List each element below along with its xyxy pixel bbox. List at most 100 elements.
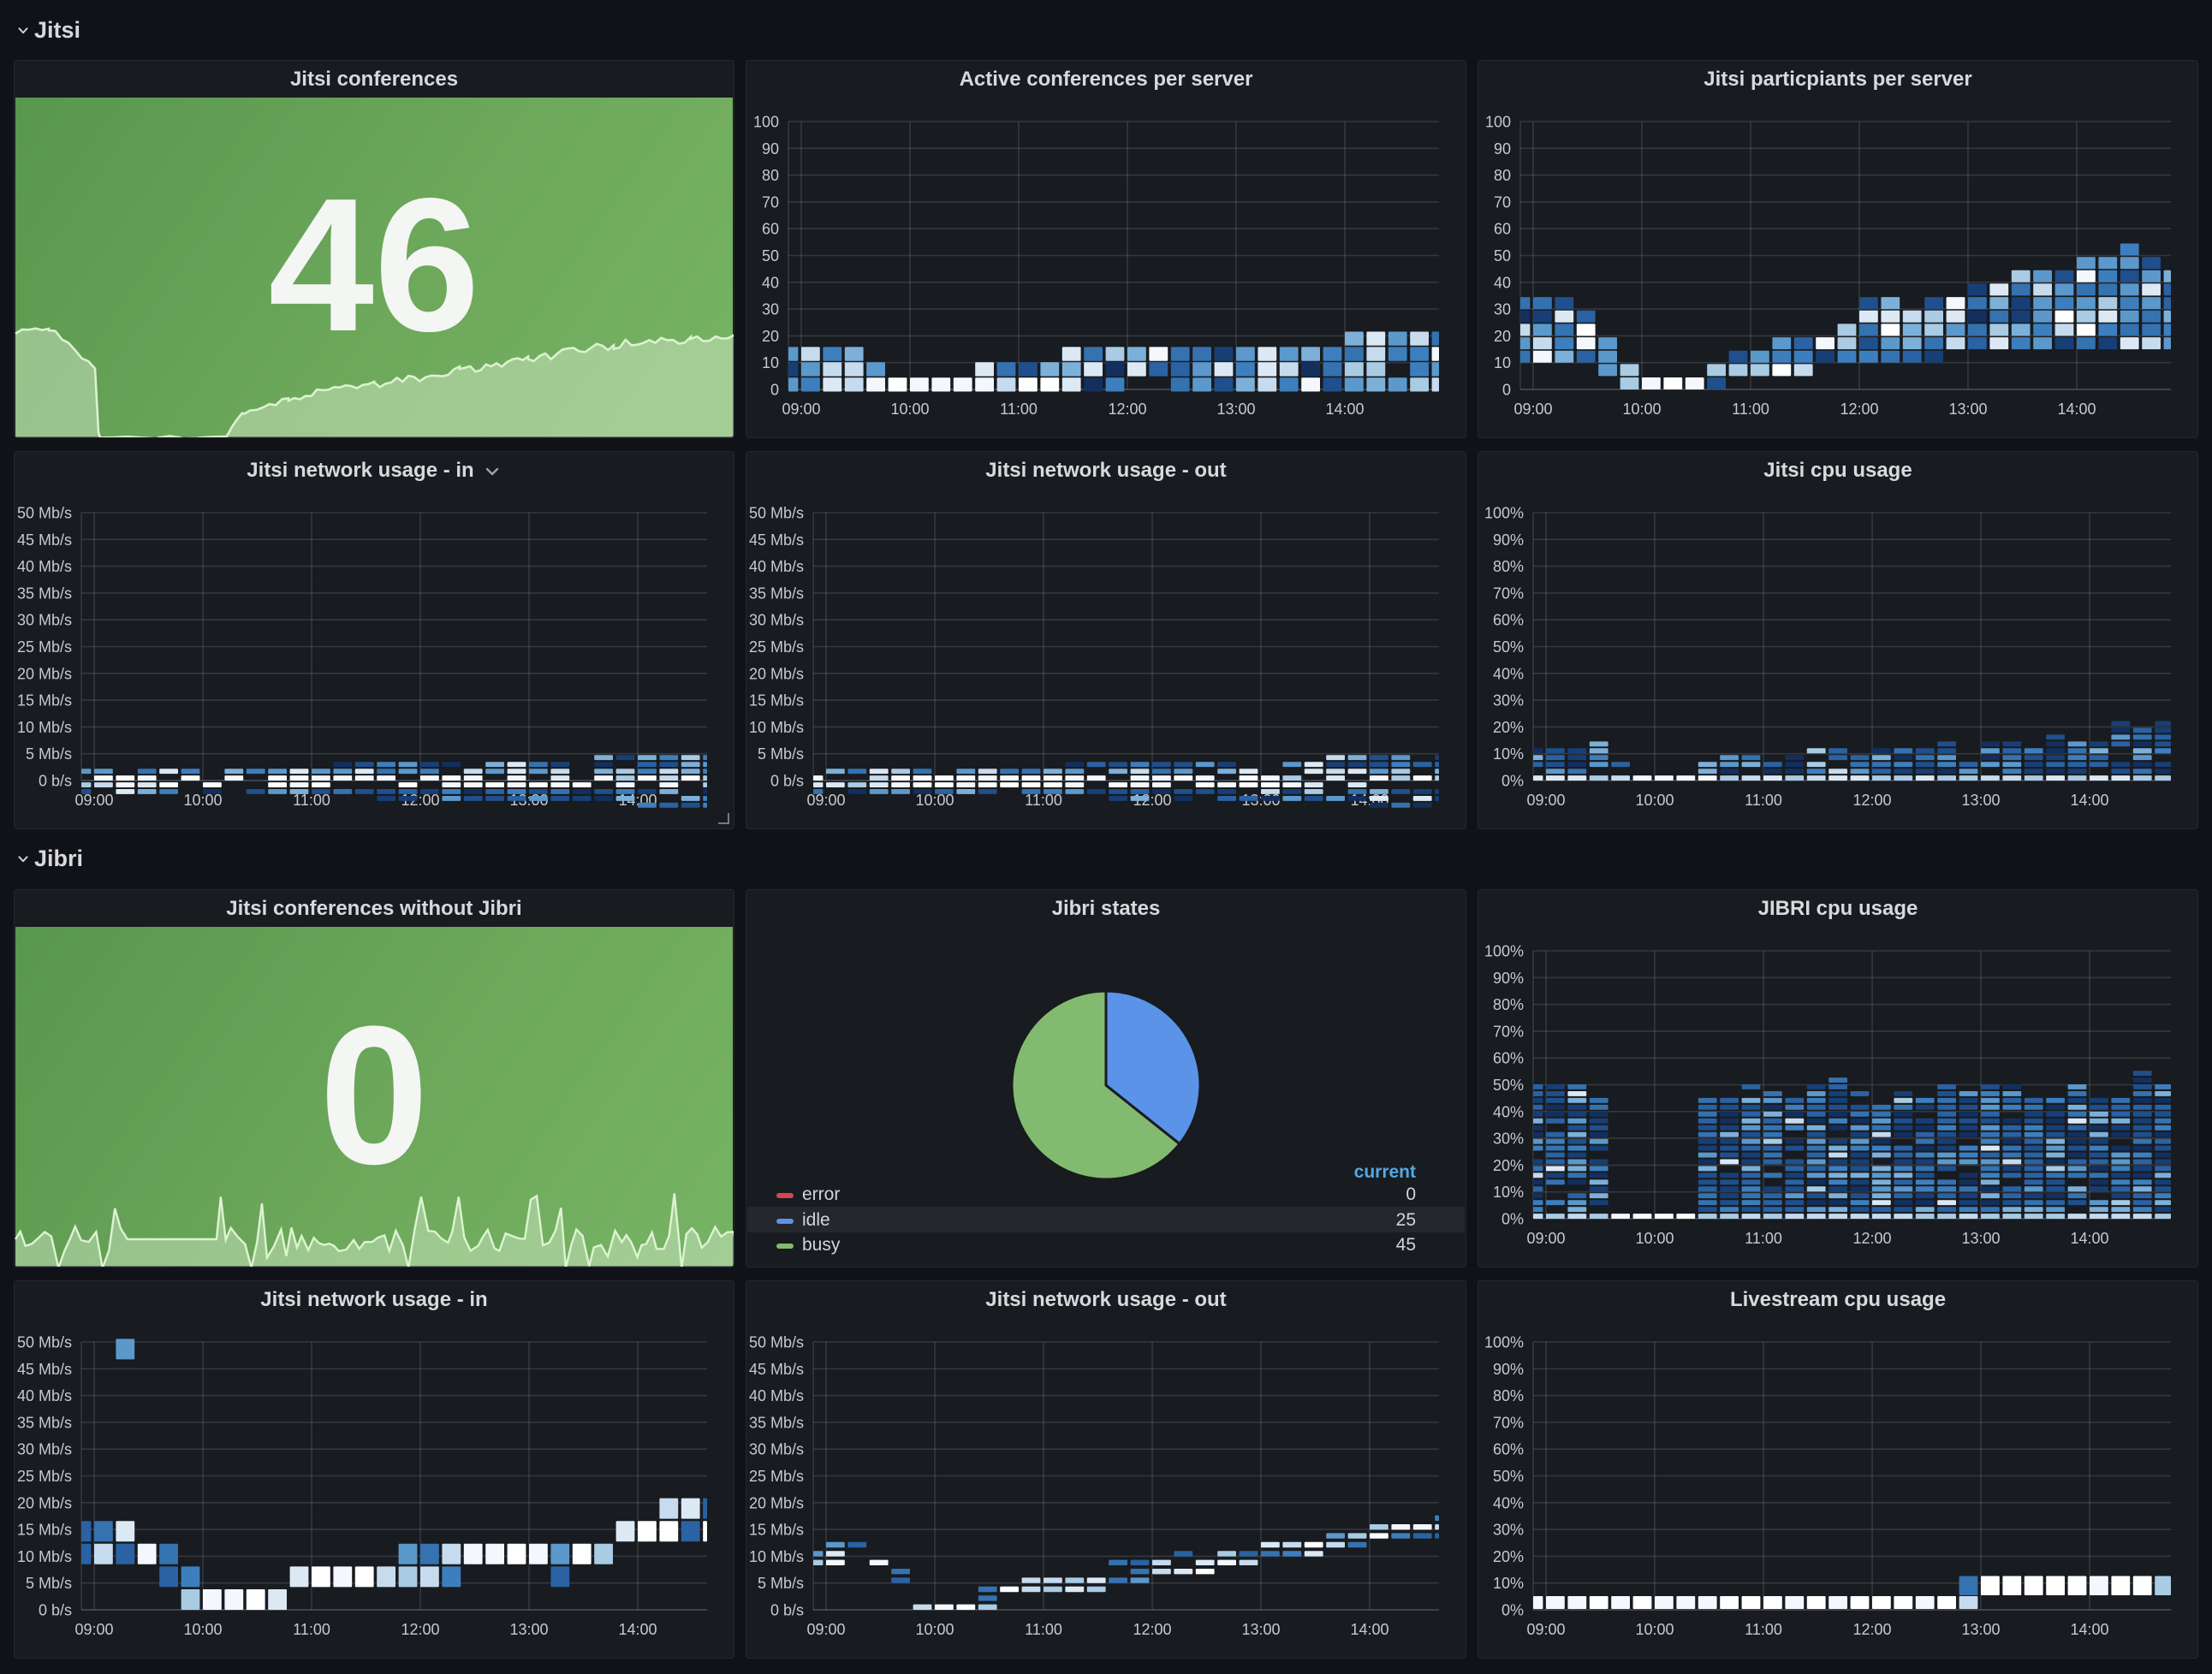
svg-text:09:00: 09:00: [1513, 401, 1552, 418]
svg-text:0 b/s: 0 b/s: [39, 773, 72, 790]
svg-text:13:00: 13:00: [1948, 401, 1987, 418]
svg-text:09:00: 09:00: [1526, 792, 1565, 809]
svg-text:35 Mb/s: 35 Mb/s: [17, 585, 72, 602]
svg-text:50: 50: [1494, 247, 1511, 264]
svg-text:09:00: 09:00: [74, 1621, 113, 1638]
svg-text:5 Mb/s: 5 Mb/s: [26, 745, 72, 763]
svg-text:10:00: 10:00: [1635, 792, 1674, 809]
svg-text:30 Mb/s: 30 Mb/s: [749, 1441, 804, 1458]
svg-text:50 Mb/s: 50 Mb/s: [17, 1334, 72, 1351]
svg-text:40: 40: [762, 274, 779, 291]
svg-text:11:00: 11:00: [1745, 1230, 1782, 1247]
svg-text:14:00: 14:00: [1325, 401, 1364, 418]
svg-text:70: 70: [1494, 193, 1511, 211]
svg-text:20 Mb/s: 20 Mb/s: [749, 1494, 804, 1511]
svg-text:0 b/s: 0 b/s: [770, 1602, 804, 1619]
svg-text:13:00: 13:00: [1961, 1621, 2000, 1638]
svg-text:40 Mb/s: 40 Mb/s: [749, 1387, 804, 1404]
svg-text:30: 30: [1494, 301, 1511, 318]
svg-text:14:00: 14:00: [618, 1621, 657, 1638]
svg-text:60%: 60%: [1493, 612, 1524, 629]
svg-text:09:00: 09:00: [74, 792, 113, 809]
svg-text:30 Mb/s: 30 Mb/s: [17, 612, 72, 629]
svg-text:40: 40: [1494, 274, 1511, 291]
svg-text:40%: 40%: [1493, 665, 1524, 682]
svg-text:100: 100: [1485, 114, 1511, 131]
svg-text:10:00: 10:00: [1635, 1621, 1674, 1638]
svg-text:40 Mb/s: 40 Mb/s: [17, 1387, 72, 1404]
svg-text:70%: 70%: [1493, 1023, 1524, 1040]
svg-text:45 Mb/s: 45 Mb/s: [749, 1361, 804, 1378]
svg-text:40 Mb/s: 40 Mb/s: [17, 558, 72, 575]
svg-text:12:00: 12:00: [1840, 401, 1878, 418]
svg-text:12:00: 12:00: [1852, 1621, 1891, 1638]
svg-text:60%: 60%: [1493, 1441, 1524, 1458]
svg-text:80: 80: [1494, 167, 1511, 184]
svg-text:13:00: 13:00: [1241, 1621, 1280, 1638]
svg-text:5 Mb/s: 5 Mb/s: [758, 745, 804, 763]
svg-text:12:00: 12:00: [1852, 792, 1891, 809]
svg-text:50 Mb/s: 50 Mb/s: [749, 505, 804, 522]
svg-text:11:00: 11:00: [1000, 401, 1038, 418]
svg-text:90%: 90%: [1493, 1361, 1524, 1378]
svg-text:45 Mb/s: 45 Mb/s: [17, 1361, 72, 1378]
svg-text:12:00: 12:00: [401, 1621, 439, 1638]
svg-text:11:00: 11:00: [1025, 792, 1062, 809]
svg-text:20 Mb/s: 20 Mb/s: [17, 665, 72, 682]
svg-text:35 Mb/s: 35 Mb/s: [749, 585, 804, 602]
svg-text:40%: 40%: [1493, 1494, 1524, 1511]
svg-text:80: 80: [762, 167, 779, 184]
svg-text:13:00: 13:00: [509, 1621, 548, 1638]
svg-text:10%: 10%: [1493, 1575, 1524, 1592]
svg-text:10:00: 10:00: [915, 792, 954, 809]
svg-text:30%: 30%: [1493, 692, 1524, 709]
svg-text:80%: 80%: [1493, 558, 1524, 575]
svg-text:60: 60: [762, 221, 779, 238]
svg-text:45 Mb/s: 45 Mb/s: [749, 531, 804, 549]
svg-text:40 Mb/s: 40 Mb/s: [749, 558, 804, 575]
svg-text:13:00: 13:00: [1961, 1230, 2000, 1247]
svg-text:50 Mb/s: 50 Mb/s: [749, 1334, 804, 1351]
svg-text:90%: 90%: [1493, 531, 1524, 549]
svg-text:10%: 10%: [1493, 1184, 1524, 1201]
svg-text:45 Mb/s: 45 Mb/s: [17, 531, 72, 549]
svg-text:10:00: 10:00: [1635, 1230, 1674, 1247]
svg-text:10:00: 10:00: [183, 792, 222, 809]
svg-text:90: 90: [762, 140, 779, 157]
svg-text:0: 0: [1502, 382, 1511, 399]
svg-text:10 Mb/s: 10 Mb/s: [749, 719, 804, 736]
svg-text:12:00: 12:00: [1133, 1621, 1171, 1638]
svg-text:13:00: 13:00: [1961, 792, 2000, 809]
svg-text:20 Mb/s: 20 Mb/s: [17, 1494, 72, 1511]
svg-text:0 b/s: 0 b/s: [770, 773, 804, 790]
svg-text:10:00: 10:00: [183, 1621, 222, 1638]
svg-text:0: 0: [770, 382, 779, 399]
svg-text:10 Mb/s: 10 Mb/s: [17, 1548, 72, 1565]
svg-text:11:00: 11:00: [293, 792, 330, 809]
svg-text:15 Mb/s: 15 Mb/s: [749, 1522, 804, 1539]
svg-text:25 Mb/s: 25 Mb/s: [749, 1468, 804, 1485]
svg-text:10: 10: [1494, 354, 1511, 371]
svg-text:10 Mb/s: 10 Mb/s: [749, 1548, 804, 1565]
svg-text:35 Mb/s: 35 Mb/s: [749, 1414, 804, 1431]
svg-text:25 Mb/s: 25 Mb/s: [17, 638, 72, 656]
svg-text:14:00: 14:00: [2070, 1621, 2108, 1638]
svg-text:100%: 100%: [1484, 505, 1524, 522]
svg-text:15 Mb/s: 15 Mb/s: [749, 692, 804, 709]
svg-text:0%: 0%: [1501, 1602, 1524, 1619]
svg-text:50%: 50%: [1493, 1077, 1524, 1094]
svg-text:5 Mb/s: 5 Mb/s: [758, 1575, 804, 1592]
svg-text:13:00: 13:00: [1216, 401, 1255, 418]
svg-text:15 Mb/s: 15 Mb/s: [17, 692, 72, 709]
svg-text:30 Mb/s: 30 Mb/s: [17, 1441, 72, 1458]
svg-text:25 Mb/s: 25 Mb/s: [17, 1468, 72, 1485]
svg-text:10%: 10%: [1493, 745, 1524, 763]
svg-text:15 Mb/s: 15 Mb/s: [17, 1522, 72, 1539]
svg-text:11:00: 11:00: [293, 1621, 330, 1638]
svg-text:30 Mb/s: 30 Mb/s: [749, 612, 804, 629]
svg-text:100%: 100%: [1484, 1334, 1524, 1351]
svg-text:11:00: 11:00: [1025, 1621, 1062, 1638]
svg-text:20 Mb/s: 20 Mb/s: [749, 665, 804, 682]
svg-text:50%: 50%: [1493, 638, 1524, 656]
svg-text:20%: 20%: [1493, 1548, 1524, 1565]
